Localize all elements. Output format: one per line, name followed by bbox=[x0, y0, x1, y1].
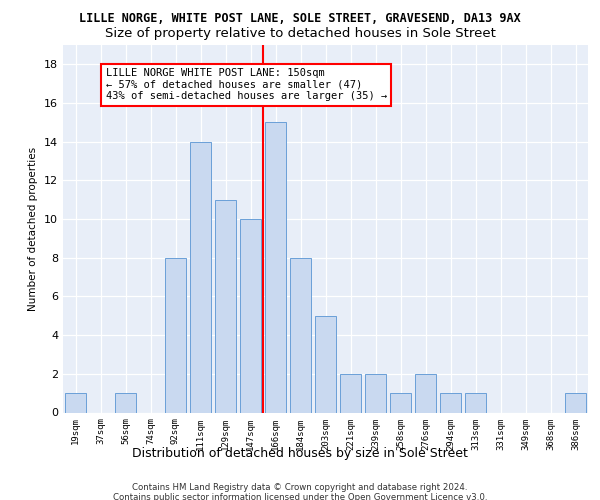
Bar bbox=[340, 374, 361, 412]
Bar bbox=[65, 393, 86, 412]
Text: LILLE NORGE, WHITE POST LANE, SOLE STREET, GRAVESEND, DA13 9AX: LILLE NORGE, WHITE POST LANE, SOLE STREE… bbox=[79, 12, 521, 26]
Bar bbox=[165, 258, 186, 412]
Bar bbox=[215, 200, 236, 412]
Bar bbox=[115, 393, 136, 412]
Text: Size of property relative to detached houses in Sole Street: Size of property relative to detached ho… bbox=[104, 28, 496, 40]
Text: Distribution of detached houses by size in Sole Street: Distribution of detached houses by size … bbox=[132, 448, 468, 460]
Bar bbox=[290, 258, 311, 412]
Bar bbox=[315, 316, 336, 412]
Bar bbox=[390, 393, 411, 412]
Bar bbox=[465, 393, 486, 412]
Bar bbox=[265, 122, 286, 412]
Bar bbox=[440, 393, 461, 412]
Bar bbox=[365, 374, 386, 412]
Text: LILLE NORGE WHITE POST LANE: 150sqm
← 57% of detached houses are smaller (47)
43: LILLE NORGE WHITE POST LANE: 150sqm ← 57… bbox=[106, 68, 387, 102]
Bar bbox=[565, 393, 586, 412]
Y-axis label: Number of detached properties: Number of detached properties bbox=[28, 146, 38, 311]
Bar bbox=[190, 142, 211, 412]
Bar bbox=[415, 374, 436, 412]
Text: Contains HM Land Registry data © Crown copyright and database right 2024.
Contai: Contains HM Land Registry data © Crown c… bbox=[113, 482, 487, 500]
Bar bbox=[240, 219, 261, 412]
